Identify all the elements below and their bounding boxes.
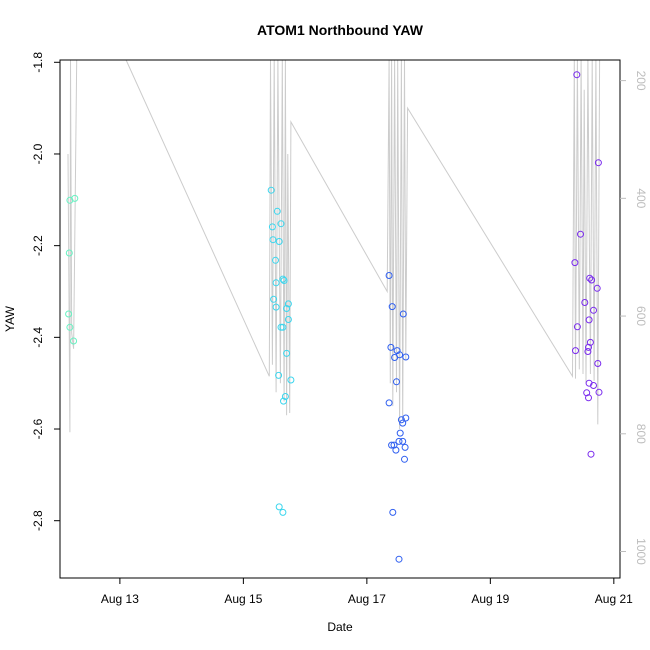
data-point bbox=[283, 349, 291, 357]
y2-tick-label: 200 bbox=[634, 71, 648, 91]
data-point bbox=[573, 323, 581, 331]
y-tick-label: -2.6 bbox=[31, 418, 45, 439]
data-point bbox=[272, 256, 279, 264]
data-point bbox=[396, 351, 404, 359]
data-point bbox=[594, 360, 602, 367]
data-point bbox=[275, 238, 283, 245]
data-point bbox=[401, 443, 409, 451]
data-point bbox=[283, 305, 291, 312]
y2-tick-label: 400 bbox=[634, 188, 648, 208]
data-point bbox=[280, 397, 287, 405]
data-point bbox=[269, 236, 277, 244]
y-tick-label: -2.2 bbox=[31, 235, 45, 256]
data-point bbox=[388, 441, 396, 449]
data-point bbox=[287, 376, 295, 384]
data-point bbox=[402, 353, 410, 361]
data-point bbox=[585, 394, 592, 402]
data-point bbox=[395, 437, 403, 445]
data-point bbox=[270, 295, 278, 303]
data-point bbox=[70, 337, 78, 345]
data-point bbox=[572, 347, 579, 355]
data-point bbox=[280, 277, 288, 284]
data-point bbox=[590, 382, 597, 389]
data-point bbox=[577, 230, 584, 238]
data-point bbox=[66, 323, 74, 331]
data-point bbox=[585, 343, 592, 351]
data-point bbox=[399, 419, 407, 427]
data-point bbox=[590, 306, 597, 314]
y2-tick-label: 1000 bbox=[634, 538, 648, 565]
data-point bbox=[393, 378, 400, 386]
x-axis-label: Date bbox=[327, 620, 353, 634]
data-points bbox=[65, 71, 603, 563]
x-tick-label: Aug 15 bbox=[224, 592, 262, 606]
data-point bbox=[586, 274, 594, 282]
data-point bbox=[593, 284, 601, 292]
data-point bbox=[272, 279, 280, 287]
data-point bbox=[277, 323, 285, 331]
data-point bbox=[595, 388, 603, 396]
x-tick-label: Aug 21 bbox=[595, 592, 633, 606]
y-axis: -2.8 -2.6 -2.4 -2.2 -2.0 -1.8 bbox=[31, 52, 60, 531]
data-point bbox=[275, 503, 283, 511]
plot-frame bbox=[59, 59, 621, 579]
chart-title: ATOM1 Northbound YAW bbox=[257, 22, 424, 38]
data-point bbox=[279, 275, 287, 283]
data-point bbox=[65, 310, 73, 318]
data-point bbox=[385, 272, 393, 279]
y-tick-label: -2.0 bbox=[31, 143, 45, 164]
data-point bbox=[399, 310, 407, 318]
data-point bbox=[284, 316, 292, 323]
y-tick-label: -2.8 bbox=[31, 510, 45, 531]
data-point bbox=[581, 299, 589, 306]
x-tick-label: Aug 17 bbox=[348, 592, 386, 606]
data-point bbox=[281, 393, 289, 400]
y2-tick-label: 600 bbox=[634, 306, 648, 326]
data-point bbox=[395, 555, 403, 563]
x-tick-label: Aug 19 bbox=[471, 592, 509, 606]
y-tick-label: -1.8 bbox=[31, 52, 45, 73]
data-point bbox=[587, 450, 595, 458]
data-point bbox=[397, 416, 405, 424]
data-point bbox=[388, 303, 396, 311]
data-point bbox=[273, 207, 281, 215]
data-point bbox=[571, 259, 579, 267]
data-point bbox=[573, 71, 581, 79]
data-point bbox=[275, 371, 283, 379]
data-point bbox=[268, 223, 276, 231]
data-point bbox=[584, 348, 592, 355]
data-point bbox=[392, 446, 400, 454]
data-point bbox=[277, 220, 285, 228]
data-point bbox=[65, 249, 73, 257]
x-axis: Aug 13 Aug 15 Aug 17 Aug 19 Aug 21 bbox=[101, 578, 633, 606]
data-point bbox=[399, 437, 407, 445]
data-point bbox=[594, 159, 602, 167]
data-point bbox=[279, 323, 287, 331]
right-y-axis: 200 400 600 800 1000 bbox=[620, 71, 648, 565]
x-tick-label: Aug 13 bbox=[101, 592, 139, 606]
y-axis-label: YAW bbox=[3, 305, 17, 332]
data-point bbox=[401, 455, 408, 463]
data-point bbox=[389, 508, 397, 516]
right-axis-series-line bbox=[67, 59, 601, 433]
data-point bbox=[71, 194, 79, 202]
data-point bbox=[585, 316, 593, 324]
data-point bbox=[284, 300, 292, 308]
data-point bbox=[387, 343, 395, 351]
data-point bbox=[396, 429, 404, 437]
data-point bbox=[588, 276, 596, 284]
series-lines bbox=[67, 59, 601, 433]
data-point bbox=[385, 399, 393, 407]
y-tick-label: -2.4 bbox=[31, 327, 45, 348]
data-point bbox=[272, 303, 280, 311]
data-point bbox=[267, 186, 275, 194]
data-point bbox=[279, 508, 287, 516]
y2-tick-label: 800 bbox=[634, 424, 648, 444]
data-point bbox=[402, 414, 410, 422]
